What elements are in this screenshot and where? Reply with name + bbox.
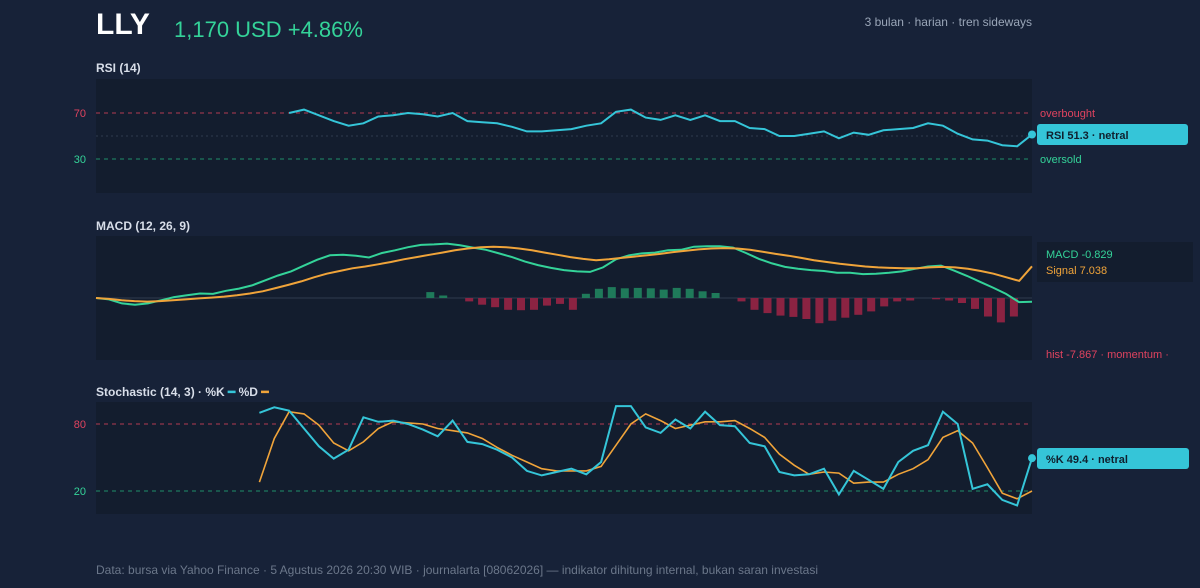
macd-series-line — [95, 242, 1033, 306]
stoch-callout-badge — [1037, 448, 1189, 469]
macd-hist-bar — [789, 298, 798, 317]
footer-source: Data: bursa via Yahoo Finance · 5 Agustu… — [96, 563, 818, 577]
macd-hist-bar — [491, 298, 500, 308]
macd-hist-bar — [880, 298, 889, 307]
macd-hist-bar — [504, 298, 513, 310]
macd-legend-macd: MACD -0.829 — [1046, 249, 1113, 261]
stoch-tick-20: 20 — [74, 486, 86, 498]
macd-hist-bar — [828, 298, 837, 321]
rsi-callout-badge — [1037, 124, 1188, 145]
macd-hist-bar — [932, 298, 941, 300]
macd-hist-bar — [659, 289, 668, 298]
stoch-callout-text: %K 49.4 · netral — [1046, 454, 1128, 466]
macd-hist-bar — [646, 288, 655, 298]
macd-hist-bar — [971, 298, 979, 309]
macd-hist-bar — [867, 298, 876, 312]
stoch-title-text: Stochastic (14, 3) · %K — [96, 385, 225, 399]
macd-hist-bar — [672, 287, 681, 298]
rsi-callout-text: RSI 51.3 · netral — [1046, 130, 1129, 142]
macd-histogram — [426, 287, 1018, 324]
rsi-panel: RSI (14) 70 30 overbought oversold RSI 5… — [74, 61, 1188, 193]
stoch-last-point — [1028, 454, 1036, 463]
rsi-tick-70: 70 — [74, 108, 86, 120]
macd-hist-bar — [465, 298, 474, 302]
stoch-plot-area — [96, 402, 1032, 514]
macd-hist-bar — [945, 298, 954, 301]
macd-title: MACD (12, 26, 9) — [96, 219, 190, 233]
rsi-last-point — [1028, 130, 1036, 139]
macd-hist-bar — [556, 298, 564, 304]
macd-legend-signal: Signal 7.038 — [1046, 265, 1107, 277]
macd-hist-bar — [607, 287, 616, 298]
macd-hist-bar — [711, 293, 720, 298]
macd-hist-bar — [543, 298, 551, 306]
macd-hist-bar — [802, 298, 811, 319]
macd-hist-bar — [996, 298, 1005, 323]
timeframe-meta: 3 bulan · harian · tren sideways — [864, 15, 1032, 29]
stoch-k-line — [259, 405, 1033, 507]
stoch-title: Stochastic (14, 3) · %K ━ %D ━ — [96, 385, 269, 399]
macd-hist-bar — [841, 298, 850, 318]
macd-hist-bar — [517, 298, 525, 311]
macd-hist-bar — [958, 298, 966, 303]
macd-hist-bar — [478, 298, 487, 305]
stoch-tick-80: 80 — [74, 419, 86, 431]
macd-hist-bar — [854, 298, 863, 315]
rsi-overbought-label: overbought — [1040, 108, 1095, 120]
macd-legend-box — [1037, 242, 1193, 282]
macd-panel: MACD (12, 26, 9) MACD -0.829 Signal 7.03… — [95, 219, 1193, 361]
macd-hist-bar — [737, 298, 746, 302]
macd-hist-bar — [815, 298, 824, 324]
stoch-d-legend: %D — [239, 385, 259, 399]
macd-hist-bar — [750, 298, 759, 310]
stoch-d-legend-swatch: ━ — [260, 385, 269, 399]
price-change: 1,170 USD +4.86% — [174, 17, 363, 42]
macd-hist-bar — [984, 298, 992, 317]
stoch-d-line — [258, 410, 1033, 500]
rsi-title: RSI (14) — [96, 61, 141, 75]
macd-hist-bar — [763, 298, 772, 314]
stoch-panel: Stochastic (14, 3) · %K ━ %D ━ 80 20 %K … — [74, 385, 1189, 514]
macd-hist-bar — [1009, 298, 1018, 317]
macd-hist-bar — [698, 291, 707, 298]
signal-series-line — [95, 245, 1033, 303]
macd-hist-bar — [620, 288, 629, 298]
macd-hist-bar — [685, 288, 694, 298]
macd-hist-bar — [581, 293, 590, 298]
rsi-series-line — [288, 108, 1033, 148]
stoch-k-legend-swatch: ━ — [227, 385, 236, 399]
macd-hist-bar — [594, 288, 603, 298]
macd-hist-bar — [530, 298, 538, 310]
macd-hist-bar — [633, 287, 642, 298]
rsi-oversold-label: oversold — [1040, 154, 1082, 166]
macd-hist-bar — [568, 298, 577, 310]
macd-hist-bar — [906, 298, 915, 301]
rsi-tick-30: 30 — [74, 154, 86, 166]
macd-hist-bar — [426, 292, 435, 298]
macd-legend-hist: hist -7.867 · momentum · — [1046, 349, 1169, 361]
macd-hist-bar — [893, 298, 902, 302]
macd-hist-bar — [776, 298, 785, 316]
ticker-symbol: LLY — [96, 8, 150, 41]
macd-hist-bar — [439, 295, 448, 298]
